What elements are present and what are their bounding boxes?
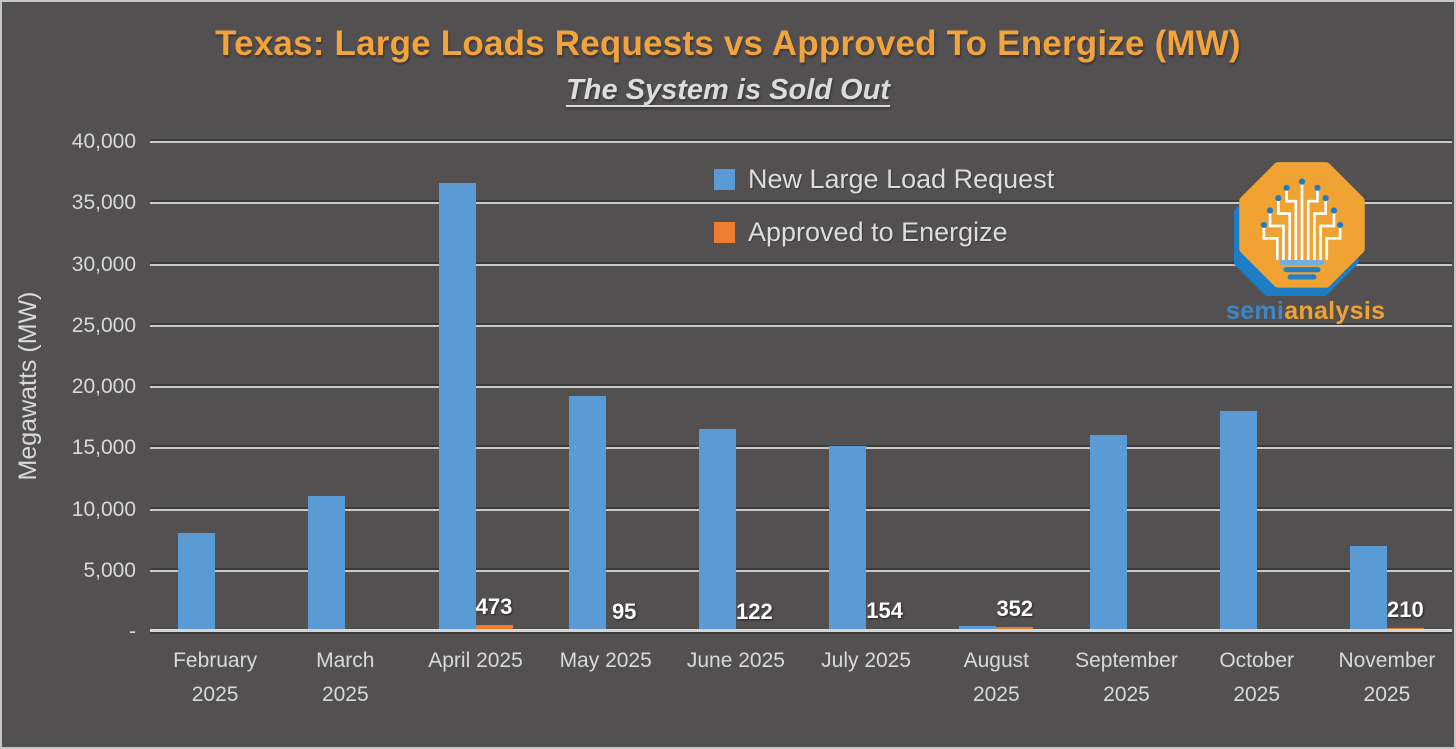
legend-swatch-icon — [714, 222, 735, 243]
y-tick-label: 5,000 — [83, 558, 136, 582]
semianalysis-logo-icon — [1233, 162, 1365, 301]
x-axis-label: October 2025 — [1192, 644, 1322, 712]
bar-new-request — [308, 496, 346, 631]
x-axis-label: June 2025 — [671, 644, 801, 678]
x-axis-label: July 2025 — [801, 644, 931, 678]
logo-wordmark-semi: semi — [1226, 297, 1285, 325]
logo-wordmark-analysis: analysis — [1284, 297, 1386, 325]
x-axis-label-line: 2025 — [1103, 683, 1150, 707]
logo-circuit-tree — [1262, 183, 1342, 261]
semianalysis-logo: semianalysis — [1226, 160, 1385, 326]
legend-swatch-icon — [714, 169, 735, 190]
logo-bulb-base — [1279, 259, 1325, 280]
x-axis-label-line: 2025 — [191, 683, 239, 707]
bar-approved — [475, 625, 513, 631]
bar-data-label: 210 — [1387, 597, 1424, 623]
chart-subtitle: The System is Sold Out — [2, 74, 1454, 107]
bar-new-request — [438, 182, 476, 631]
gridline — [150, 263, 1452, 266]
y-tick-label: 30,000 — [71, 252, 136, 276]
plot-area: 40,000 35,000 30,000 25,000 20,000 15,000 10,0… — [72, 130, 1452, 706]
legend-label: New Large Load Request — [748, 164, 1055, 194]
legend: New Large Load Request Approved to Energi… — [714, 164, 1054, 248]
bar-data-label: 154 — [866, 598, 903, 624]
gridline — [150, 141, 1452, 143]
x-axis-line — [150, 629, 1452, 632]
bar-new-request — [178, 533, 216, 631]
x-axis-label: August 2025 — [931, 644, 1061, 712]
bar-new-request — [1089, 435, 1127, 631]
y-tick-label: 35,000 — [71, 191, 136, 215]
x-axis-label-line: May 2025 — [559, 649, 652, 672]
x-axis-label-line: August — [963, 649, 1029, 672]
legend-label: Approved to Energize — [748, 217, 1008, 247]
x-axis-label-line: July 2025 — [821, 649, 912, 672]
gridline — [150, 447, 1452, 450]
x-axis-label-line: 2025 — [321, 683, 369, 707]
x-axis-label-line: 2025 — [1233, 683, 1281, 707]
x-axis-label: April 2025 — [411, 644, 541, 678]
x-axis-label: May 2025 — [541, 644, 671, 678]
bar-data-label: 473 — [475, 594, 513, 620]
gridline — [150, 202, 1452, 205]
x-axis-label-line: November — [1338, 649, 1436, 672]
legend-item: New Large Load Request — [714, 164, 1054, 195]
bar-new-request — [568, 395, 606, 631]
y-tick-label: 10,000 — [71, 497, 136, 521]
bar-new-request — [1349, 546, 1387, 631]
bar-data-label: 122 — [736, 598, 773, 624]
logo-circuit-dots — [1260, 178, 1344, 228]
x-axis-label-line: June 2025 — [686, 649, 785, 672]
logo-wordmark: semianalysis — [1226, 297, 1385, 326]
x-axis-label: February 2025 — [150, 644, 280, 712]
y-tick-label: 15,000 — [71, 436, 136, 460]
bar-new-request — [698, 428, 736, 631]
x-axis-label-line: September — [1075, 649, 1178, 672]
x-axis-label-line: October — [1219, 649, 1295, 672]
x-axis-label-line: April 2025 — [428, 649, 523, 672]
legend-item: Approved to Energize — [714, 217, 1054, 248]
bar-new-request — [1219, 410, 1257, 631]
bar-approved — [996, 626, 1034, 631]
chart-subtitle-text: The System is Sold Out — [566, 74, 890, 106]
y-tick-label: 40,000 — [71, 130, 136, 153]
bar-new-request — [829, 446, 867, 631]
gridline — [150, 324, 1452, 327]
y-tick-label: - — [129, 620, 136, 643]
x-axis-label-line: March — [316, 649, 375, 672]
x-axis-label: November 2025 — [1322, 644, 1452, 712]
y-tick-label: 25,000 — [71, 313, 136, 337]
gridline — [150, 569, 1452, 572]
gridline — [150, 508, 1452, 511]
bar-data-label: 95 — [611, 598, 637, 624]
x-axis-label-line: February — [173, 649, 258, 672]
x-axis-label: September 2025 — [1062, 644, 1192, 712]
y-tick-label: 20,000 — [71, 375, 136, 398]
x-axis-label-line: 2025 — [972, 683, 1020, 707]
gridline — [150, 386, 1452, 388]
x-axis-label: March 2025 — [280, 644, 410, 712]
chart-title: Texas: Large Loads Requests vs Approved … — [215, 24, 1241, 63]
bar-new-request — [959, 626, 997, 631]
x-axis-label-line: 2025 — [1363, 683, 1411, 707]
bar-data-label: 352 — [996, 595, 1034, 621]
